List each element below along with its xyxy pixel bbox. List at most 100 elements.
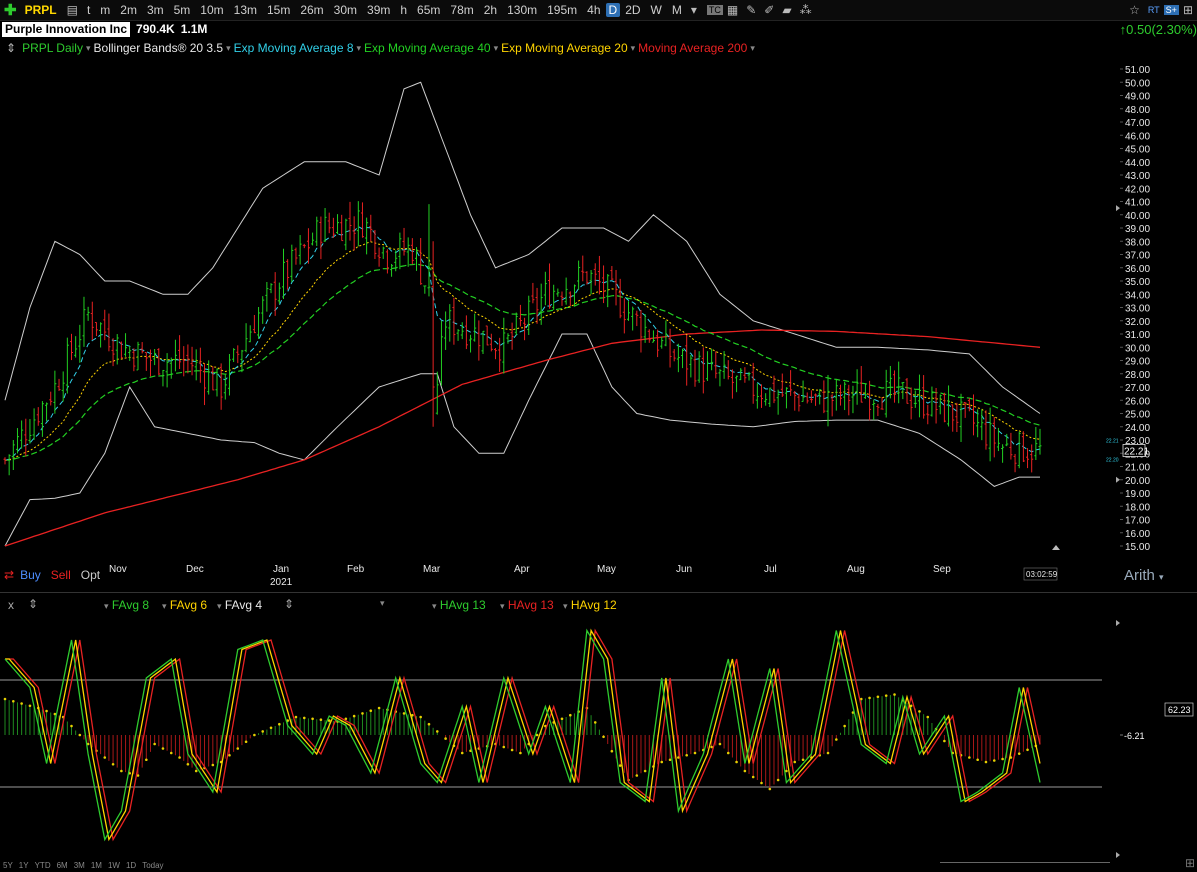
legend-item-0[interactable]: PRPL Daily (22, 41, 83, 55)
timeframe-65m[interactable]: 65m (417, 3, 441, 17)
add-icon[interactable]: ✚ (4, 2, 17, 19)
chevron-down-icon[interactable]: ▾ (690, 3, 697, 17)
timeframe-195m[interactable]: 195m (547, 3, 578, 17)
printer-icon[interactable]: ▤ (66, 3, 78, 17)
legend-dropdown-icon[interactable]: ▾ (356, 42, 362, 53)
timeframe-m[interactable]: M (671, 3, 682, 17)
timeframe-130m[interactable]: 130m (507, 3, 538, 17)
legend-dropdown-icon[interactable]: ▾ (500, 601, 505, 611)
timeframe-2d[interactable]: 2D (625, 3, 641, 17)
layers-icon[interactable]: ▰ (782, 3, 792, 17)
legend-item-4[interactable]: Exp Moving Average 20 (501, 41, 628, 55)
timeframe-3m[interactable]: 3m (146, 3, 164, 17)
legend-item-2[interactable]: Exp Moving Average 8 (233, 41, 354, 55)
price-axis[interactable]: 51.00 50.00 49.00 48.00 47.00 46.00 45.00 44.00… (1120, 56, 1197, 556)
pane-arrows-icon[interactable]: ⇕ (284, 597, 295, 611)
price-chart[interactable]: 22.21 22.20 (0, 56, 1120, 556)
timeframe-2h[interactable]: 2h (483, 3, 498, 17)
opt-button[interactable]: Opt (80, 568, 101, 582)
timeframe-h[interactable]: h (400, 3, 408, 17)
oscillator-chart[interactable] (0, 613, 1120, 858)
buy-button[interactable]: Buy (20, 568, 41, 582)
havg12-dot (435, 730, 439, 733)
havg12-dot (768, 787, 772, 791)
price-tick: 31.00 (1125, 330, 1150, 341)
legend-dropdown-icon[interactable]: ▾ (85, 42, 91, 53)
timeframe-2m[interactable]: 2m (120, 3, 137, 17)
legend-arrows-icon[interactable]: ⇕ (6, 41, 17, 55)
time-axis[interactable]: Nov Dec Jan Feb Mar Apr May Jun Jul Aug Sep 2021 03:… (0, 558, 1120, 588)
timeframe-39m[interactable]: 39m (367, 3, 391, 17)
range-5y[interactable]: 5Y (3, 860, 13, 870)
havg12-dot (377, 706, 381, 710)
price-tick: 41.00 (1125, 198, 1150, 209)
network-icon[interactable]: ⁂ (799, 3, 812, 17)
timeframe-t[interactable]: t (86, 3, 91, 17)
legend-dropdown-icon[interactable]: ▾ (162, 601, 167, 611)
timeframe-26m[interactable]: 26m (300, 3, 324, 17)
scroll-right-icon[interactable] (1052, 545, 1060, 550)
legend-dropdown-icon[interactable]: ▾ (493, 42, 499, 53)
scale-dropdown-icon[interactable]: ▾ (1159, 572, 1164, 582)
scale-mode[interactable]: Arith ▾ (1124, 567, 1164, 584)
sell-button[interactable]: Sell (50, 568, 71, 582)
range-ytd[interactable]: YTD (34, 860, 51, 870)
timeframe-13m[interactable]: 13m (233, 3, 257, 17)
havg12-dot (519, 751, 522, 755)
timeframe-78m[interactable]: 78m (450, 3, 474, 17)
rt-label[interactable]: RT (1147, 5, 1160, 15)
havg12-dot (419, 715, 422, 719)
pane-arrows-icon[interactable]: ⇕ (28, 597, 39, 611)
tc-icon[interactable]: TC (706, 5, 723, 15)
axis-marker-icon (1116, 852, 1120, 858)
s-plus-label[interactable]: S+ (1163, 5, 1179, 15)
grid-icon[interactable]: ▦ (726, 3, 739, 17)
month-label: Apr (514, 564, 530, 575)
timeframe-10m[interactable]: 10m (200, 3, 224, 17)
legend-dropdown-icon[interactable]: ▾ (432, 601, 437, 611)
range-1d[interactable]: 1D (125, 860, 137, 870)
range-1y[interactable]: 1Y (18, 860, 29, 870)
timeframe-m[interactable]: m (100, 3, 111, 17)
legend-dropdown-icon[interactable]: ▾ (750, 42, 755, 53)
month-label: Jun (676, 564, 692, 575)
scroll-track[interactable] (940, 862, 1110, 863)
range-1w[interactable]: 1W (107, 860, 120, 870)
timeframe-5m[interactable]: 5m (173, 3, 191, 17)
timer-box (1023, 567, 1058, 581)
symbol-label[interactable]: PRPL (24, 3, 57, 17)
trade-icon[interactable]: ⇄ (4, 568, 15, 582)
range-1m[interactable]: 1M (90, 860, 102, 870)
range-3m[interactable]: 3M (73, 860, 85, 870)
star-icon[interactable]: ☆ (1129, 3, 1140, 17)
ma200-line (4, 329, 1041, 547)
havg12-dot (685, 753, 688, 757)
havg12-dot (909, 704, 913, 708)
oscillator-axis[interactable]: 62.23 -6.21 (1120, 613, 1197, 858)
legend-dropdown-icon[interactable]: ▾ (563, 601, 568, 611)
legend-dropdown-icon[interactable]: ▾ (226, 42, 231, 53)
pane-divider[interactable] (0, 592, 1197, 593)
price-tick: 44.00 (1125, 158, 1150, 169)
close-pane-icon[interactable]: x (8, 598, 14, 612)
havg12-dot (1001, 757, 1004, 761)
edit-icon[interactable]: ✎ (746, 3, 757, 17)
timeframe-w[interactable]: W (650, 3, 662, 17)
settings-icon[interactable]: ⊞ (1182, 3, 1193, 17)
legend-item-1[interactable]: Bollinger Bands® 20 3.5 (93, 41, 224, 55)
legend-item-5[interactable]: Moving Average 200 (638, 41, 748, 55)
legend-dropdown-icon[interactable]: ▾ (104, 601, 109, 611)
range-6m[interactable]: 6M (56, 860, 68, 870)
legend-item-3[interactable]: Exp Moving Average 40 (364, 41, 491, 55)
legend-dropdown-icon[interactable]: ▾ (217, 601, 222, 611)
expand-icon[interactable]: ⊞ (1185, 856, 1196, 870)
company-name[interactable]: Purple Innovation Inc (2, 21, 131, 37)
timeframe-30m[interactable]: 30m (333, 3, 358, 17)
legend-dropdown-icon[interactable]: ▾ (380, 598, 385, 608)
timeframe-d[interactable]: D (605, 3, 621, 17)
timeframe-4h[interactable]: 4h (587, 3, 601, 17)
timeframe-15m[interactable]: 15m (266, 3, 291, 17)
range-today[interactable]: Today (142, 860, 164, 870)
draw-icon[interactable]: ✐ (764, 3, 775, 17)
legend-dropdown-icon[interactable]: ▾ (630, 42, 636, 53)
